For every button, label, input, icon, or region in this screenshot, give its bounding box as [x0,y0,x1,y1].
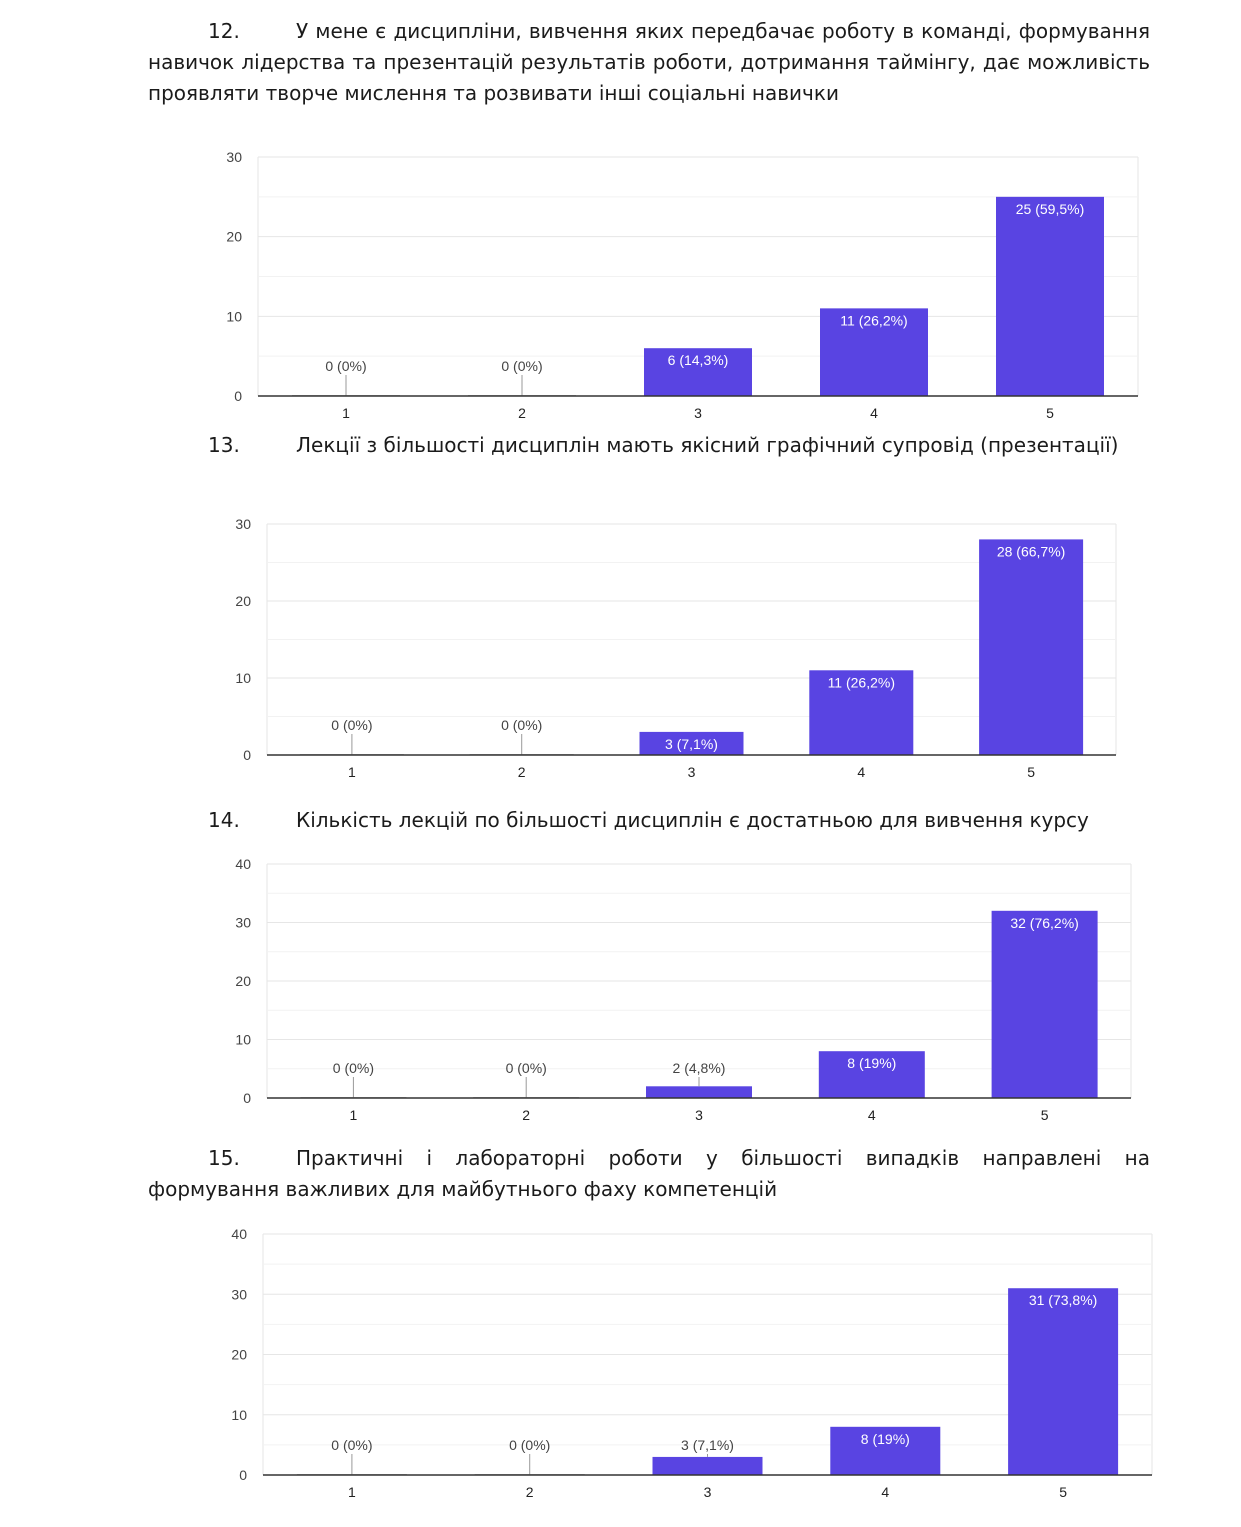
data-label: 3 (7,1%) [665,736,718,752]
x-tick-label: 5 [1059,1484,1067,1500]
x-tick-label: 2 [518,764,526,780]
data-label: 0 (0%) [325,358,366,374]
y-tick-label: 20 [235,973,251,989]
question-text: Лекції з більшості дисциплін мають якісн… [296,433,1119,457]
x-tick-label: 2 [518,405,526,421]
y-tick-label: 10 [226,308,242,324]
bar [830,1426,941,1475]
bar [639,731,744,755]
question-number: 12. [208,19,240,43]
bar [809,670,914,755]
bar [1008,1288,1119,1475]
y-tick-label: 10 [235,1032,251,1048]
y-tick-label: 40 [231,1226,247,1242]
bar [644,348,752,396]
data-label: 11 (26,2%) [840,312,907,328]
bar [652,1456,763,1475]
y-tick-label: 30 [231,1286,247,1302]
data-label: 32 (76,2%) [1010,915,1078,931]
data-label: 0 (0%) [331,717,372,733]
bar [818,1051,925,1098]
x-tick-label: 5 [1046,405,1054,421]
y-tick-label: 30 [235,915,251,931]
y-tick-label: 20 [235,593,251,609]
data-label: 8 (19%) [861,1431,910,1447]
question-number: 13. [208,433,240,457]
data-label: 0 (0%) [331,1437,372,1453]
y-tick-label: 10 [235,670,251,686]
bar [979,539,1084,755]
question-12: 12. У мене є дисципліни, вивчення яких пе… [148,16,1150,109]
x-tick-label: 2 [522,1107,530,1123]
y-tick-label: 30 [235,516,251,532]
x-tick-label: 3 [704,1484,712,1500]
x-tick-label: 3 [694,405,702,421]
y-tick-label: 30 [226,149,242,165]
data-label: 25 (59,5%) [1016,201,1084,217]
x-tick-label: 3 [688,764,696,780]
x-tick-label: 5 [1041,1107,1049,1123]
data-label: 6 (14,3%) [668,352,729,368]
data-label: 0 (0%) [333,1060,374,1076]
y-tick-label: 0 [243,747,251,763]
x-tick-label: 4 [868,1107,876,1123]
data-label: 28 (66,7%) [997,543,1065,559]
chart-question-15: 0 10 20 30 40 0 (0%) 1 0 (0%) 2 3 (7,1%) 3 8 (19%) 4… [231,1226,1153,1500]
x-tick-label: 1 [348,764,356,780]
bar [991,910,1098,1098]
chart-question-14: 0 10 20 30 40 0 (0%) 1 0 (0%) 2 2 (4,8%) 3 8 (19%) 4… [235,856,1132,1123]
data-label: 8 (19%) [847,1055,896,1071]
data-label: 31 (73,8%) [1029,1292,1097,1308]
bar [646,1086,752,1098]
y-tick-label: 40 [235,856,251,872]
question-13: 13. Лекції з більшості дисциплін мають як… [148,430,1150,461]
y-tick-label: 0 [243,1090,251,1106]
question-number: 15. [208,1146,240,1170]
question-15: 15. Практичні і лабораторні роботи у біль… [148,1143,1150,1205]
data-label: 0 (0%) [506,1060,547,1076]
chart-question-13: 0 10 20 30 0 (0%) 1 0 (0%) 2 3 (7,1%) 3 11 (26,2%)… [235,516,1117,780]
x-tick-label: 4 [881,1484,889,1500]
y-tick-label: 20 [226,229,242,245]
data-label: 3 (7,1%) [681,1437,734,1453]
y-tick-label: 0 [234,388,242,404]
y-tick-label: 20 [231,1347,247,1363]
y-tick-label: 10 [231,1407,247,1423]
y-tick-label: 0 [239,1467,247,1483]
x-tick-label: 5 [1027,764,1035,780]
question-14: 14. Кількість лекцій по більшості дисципл… [148,805,1150,836]
x-tick-label: 4 [857,764,865,780]
bar [996,196,1104,396]
x-tick-label: 3 [695,1107,703,1123]
question-text: У мене є дисципліни, вивчення яких перед… [148,19,1150,105]
chart-question-12: 0 10 20 30 0 (0%) 1 0 (0%) 2 6 (14,3%) 3 11 (26,2%… [226,149,1139,421]
x-tick-label: 1 [350,1107,358,1123]
question-text: Кількість лекцій по більшості дисциплін … [296,808,1089,832]
data-label: 0 (0%) [501,358,542,374]
x-tick-label: 1 [342,405,350,421]
data-label: 0 (0%) [501,717,542,733]
data-label: 0 (0%) [509,1437,550,1453]
x-tick-label: 1 [348,1484,356,1500]
data-label: 2 (4,8%) [673,1060,726,1076]
bar [820,308,928,396]
x-tick-label: 4 [870,405,878,421]
question-text: Практичні і лабораторні роботи у більшос… [148,1146,1150,1201]
question-number: 14. [208,808,240,832]
data-label: 11 (26,2%) [828,674,895,690]
x-tick-label: 2 [526,1484,534,1500]
